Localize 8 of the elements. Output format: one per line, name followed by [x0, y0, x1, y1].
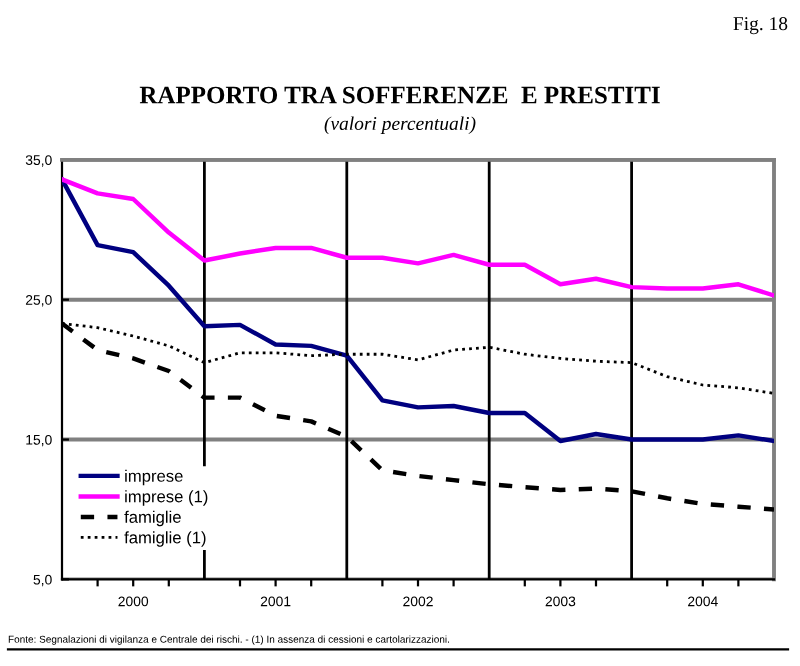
chart-subtitle: (valori percentuali) [324, 116, 476, 135]
legend-label: imprese (1) [125, 490, 208, 506]
legend-label: famiglie [124, 510, 181, 527]
caption: Fig. 18 [733, 17, 788, 35]
chart-title: RAPPORTO TRA SOFFERENZE E PRESTITI [139, 86, 660, 104]
legend-label: imprese [125, 469, 183, 486]
legend-label: famiglie (1) [124, 531, 206, 547]
line-series [62, 177, 774, 298]
